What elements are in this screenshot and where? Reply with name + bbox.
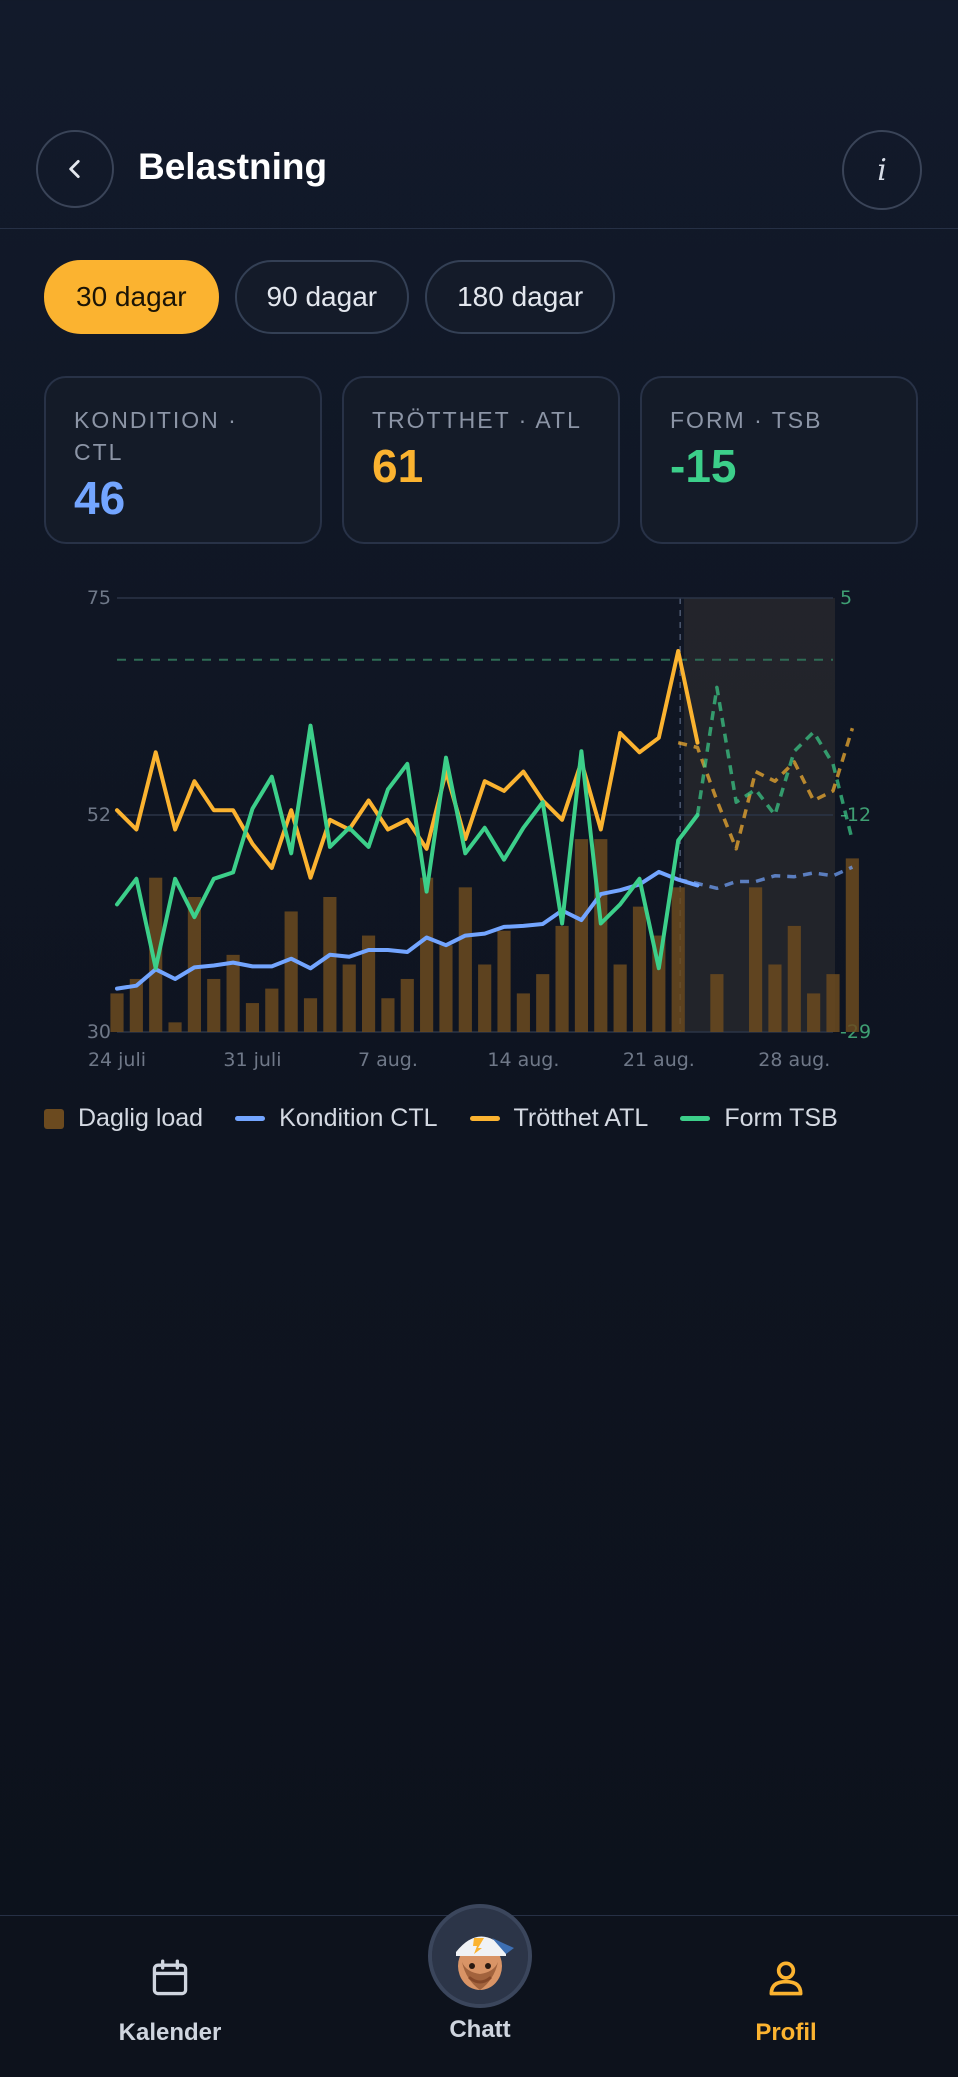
metric-cards: KONDITION · CTL 46 TRÖTTHET · ATL 61 FOR… — [44, 376, 918, 544]
left-tick-label: 75 — [87, 587, 111, 609]
load-bar — [129, 978, 143, 1032]
load-bar — [323, 896, 337, 1032]
load-bar — [497, 930, 511, 1032]
load-bar — [516, 993, 530, 1032]
x-tick-label: 24 juli — [88, 1049, 146, 1071]
nav-calendar-label: Kalender — [118, 2019, 222, 2046]
load-bar — [381, 998, 395, 1032]
period-selector: 30 dagar 90 dagar 180 dagar — [44, 260, 616, 334]
load-bar — [149, 877, 163, 1032]
legend-swatch — [44, 1108, 64, 1129]
load-bar — [574, 839, 589, 1032]
ctl-label: KONDITION · CTL — [74, 407, 238, 465]
right-tick-label: 5 — [840, 587, 852, 609]
atl-card: TRÖTTHET · ATL 61 — [342, 376, 620, 544]
nav-calendar[interactable]: Kalender — [90, 1956, 250, 2047]
load-bar — [807, 993, 821, 1032]
nav-chat-label[interactable]: Chatt — [449, 2016, 511, 2043]
load-bar — [458, 887, 472, 1032]
nav-profile[interactable]: Profil — [706, 1956, 866, 2047]
load-bar — [787, 925, 801, 1032]
load-bar — [342, 964, 356, 1032]
tsb-value: -15 — [670, 440, 737, 492]
load-bar — [187, 896, 201, 1032]
load-bar — [749, 887, 763, 1032]
legend-line — [469, 1116, 500, 1121]
atl-label: TRÖTTHET · ATL — [372, 407, 582, 433]
user-icon — [769, 1961, 803, 1996]
legend-label: Trötthet ATL — [513, 1104, 649, 1132]
load-bar — [226, 954, 240, 1032]
period-90-button[interactable]: 90 dagar — [234, 260, 410, 334]
series-line — [115, 869, 700, 991]
load-bar — [439, 945, 453, 1032]
calendar-icon — [152, 1959, 188, 1996]
load-bar — [555, 925, 569, 1032]
load-bar — [536, 974, 550, 1032]
x-tick-label: 7 aug. — [358, 1049, 418, 1071]
chart-legend: Daglig load Kondition CTL Trötthet ATL F… — [44, 1104, 870, 1133]
period-180-button[interactable]: 180 dagar — [425, 260, 616, 334]
legend-label: Daglig load — [78, 1104, 204, 1132]
load-bar — [168, 1022, 182, 1032]
load-bar — [632, 906, 647, 1032]
x-tick-label: 14 aug. — [487, 1049, 559, 1071]
legend-label: Kondition CTL — [279, 1104, 438, 1132]
load-bar — [420, 877, 434, 1032]
chat-avatar-button[interactable] — [428, 1904, 532, 2008]
header: Belastning i — [0, 110, 958, 229]
series-line — [115, 649, 700, 880]
info-icon: i — [877, 152, 887, 188]
atl-value: 61 — [372, 440, 424, 492]
tsb-label: FORM · TSB — [670, 407, 823, 433]
legend-line — [680, 1116, 711, 1121]
forecast-line — [677, 865, 854, 891]
back-button[interactable] — [36, 130, 114, 208]
legend-daily-load: Daglig load — [44, 1104, 203, 1133]
load-bar — [245, 1003, 260, 1032]
series-line — [115, 723, 700, 971]
period-30-button[interactable]: 30 dagar — [44, 260, 219, 334]
ctl-card: KONDITION · CTL 46 — [44, 376, 322, 544]
legend-line — [235, 1116, 266, 1121]
load-bar — [265, 988, 279, 1032]
load-bar — [671, 887, 685, 1032]
left-tick-label: 30 — [87, 1021, 111, 1043]
load-bar — [110, 993, 124, 1032]
load-bar — [768, 964, 782, 1032]
nav-profile-label: Profil — [755, 2019, 817, 2046]
right-tick-label: -12 — [840, 804, 870, 826]
legend-ctl: Kondition CTL — [235, 1104, 438, 1133]
load-bar — [478, 964, 492, 1032]
x-tick-label: 31 juli — [223, 1049, 281, 1071]
info-button[interactable]: i — [842, 130, 922, 210]
page-title: Belastning — [138, 146, 328, 187]
ctl-value: 46 — [74, 472, 126, 524]
load-bar — [710, 974, 724, 1032]
x-tick-label: 28 aug. — [758, 1049, 830, 1071]
load-bar — [207, 978, 221, 1032]
load-bar — [845, 858, 859, 1032]
load-bar — [361, 935, 376, 1032]
left-tick-label: 52 — [87, 804, 111, 826]
bottom-nav: Kalender Chatt Profil — [0, 1904, 958, 2077]
load-bar — [303, 998, 318, 1032]
load-bar — [400, 978, 414, 1032]
legend-atl: Trötthet ATL — [469, 1104, 649, 1133]
legend-tsb: Form TSB — [680, 1104, 838, 1133]
tsb-card: FORM · TSB -15 — [640, 376, 918, 544]
load-bar — [613, 964, 627, 1032]
forecast-line — [677, 727, 855, 851]
load-bar — [826, 974, 840, 1032]
x-tick-label: 21 aug. — [623, 1049, 695, 1071]
load-bar — [284, 911, 298, 1032]
forecast-line — [676, 685, 855, 842]
legend-label: Form TSB — [724, 1104, 838, 1132]
chevron-left-icon — [69, 160, 80, 178]
coach-avatar-icon — [432, 1908, 528, 2004]
